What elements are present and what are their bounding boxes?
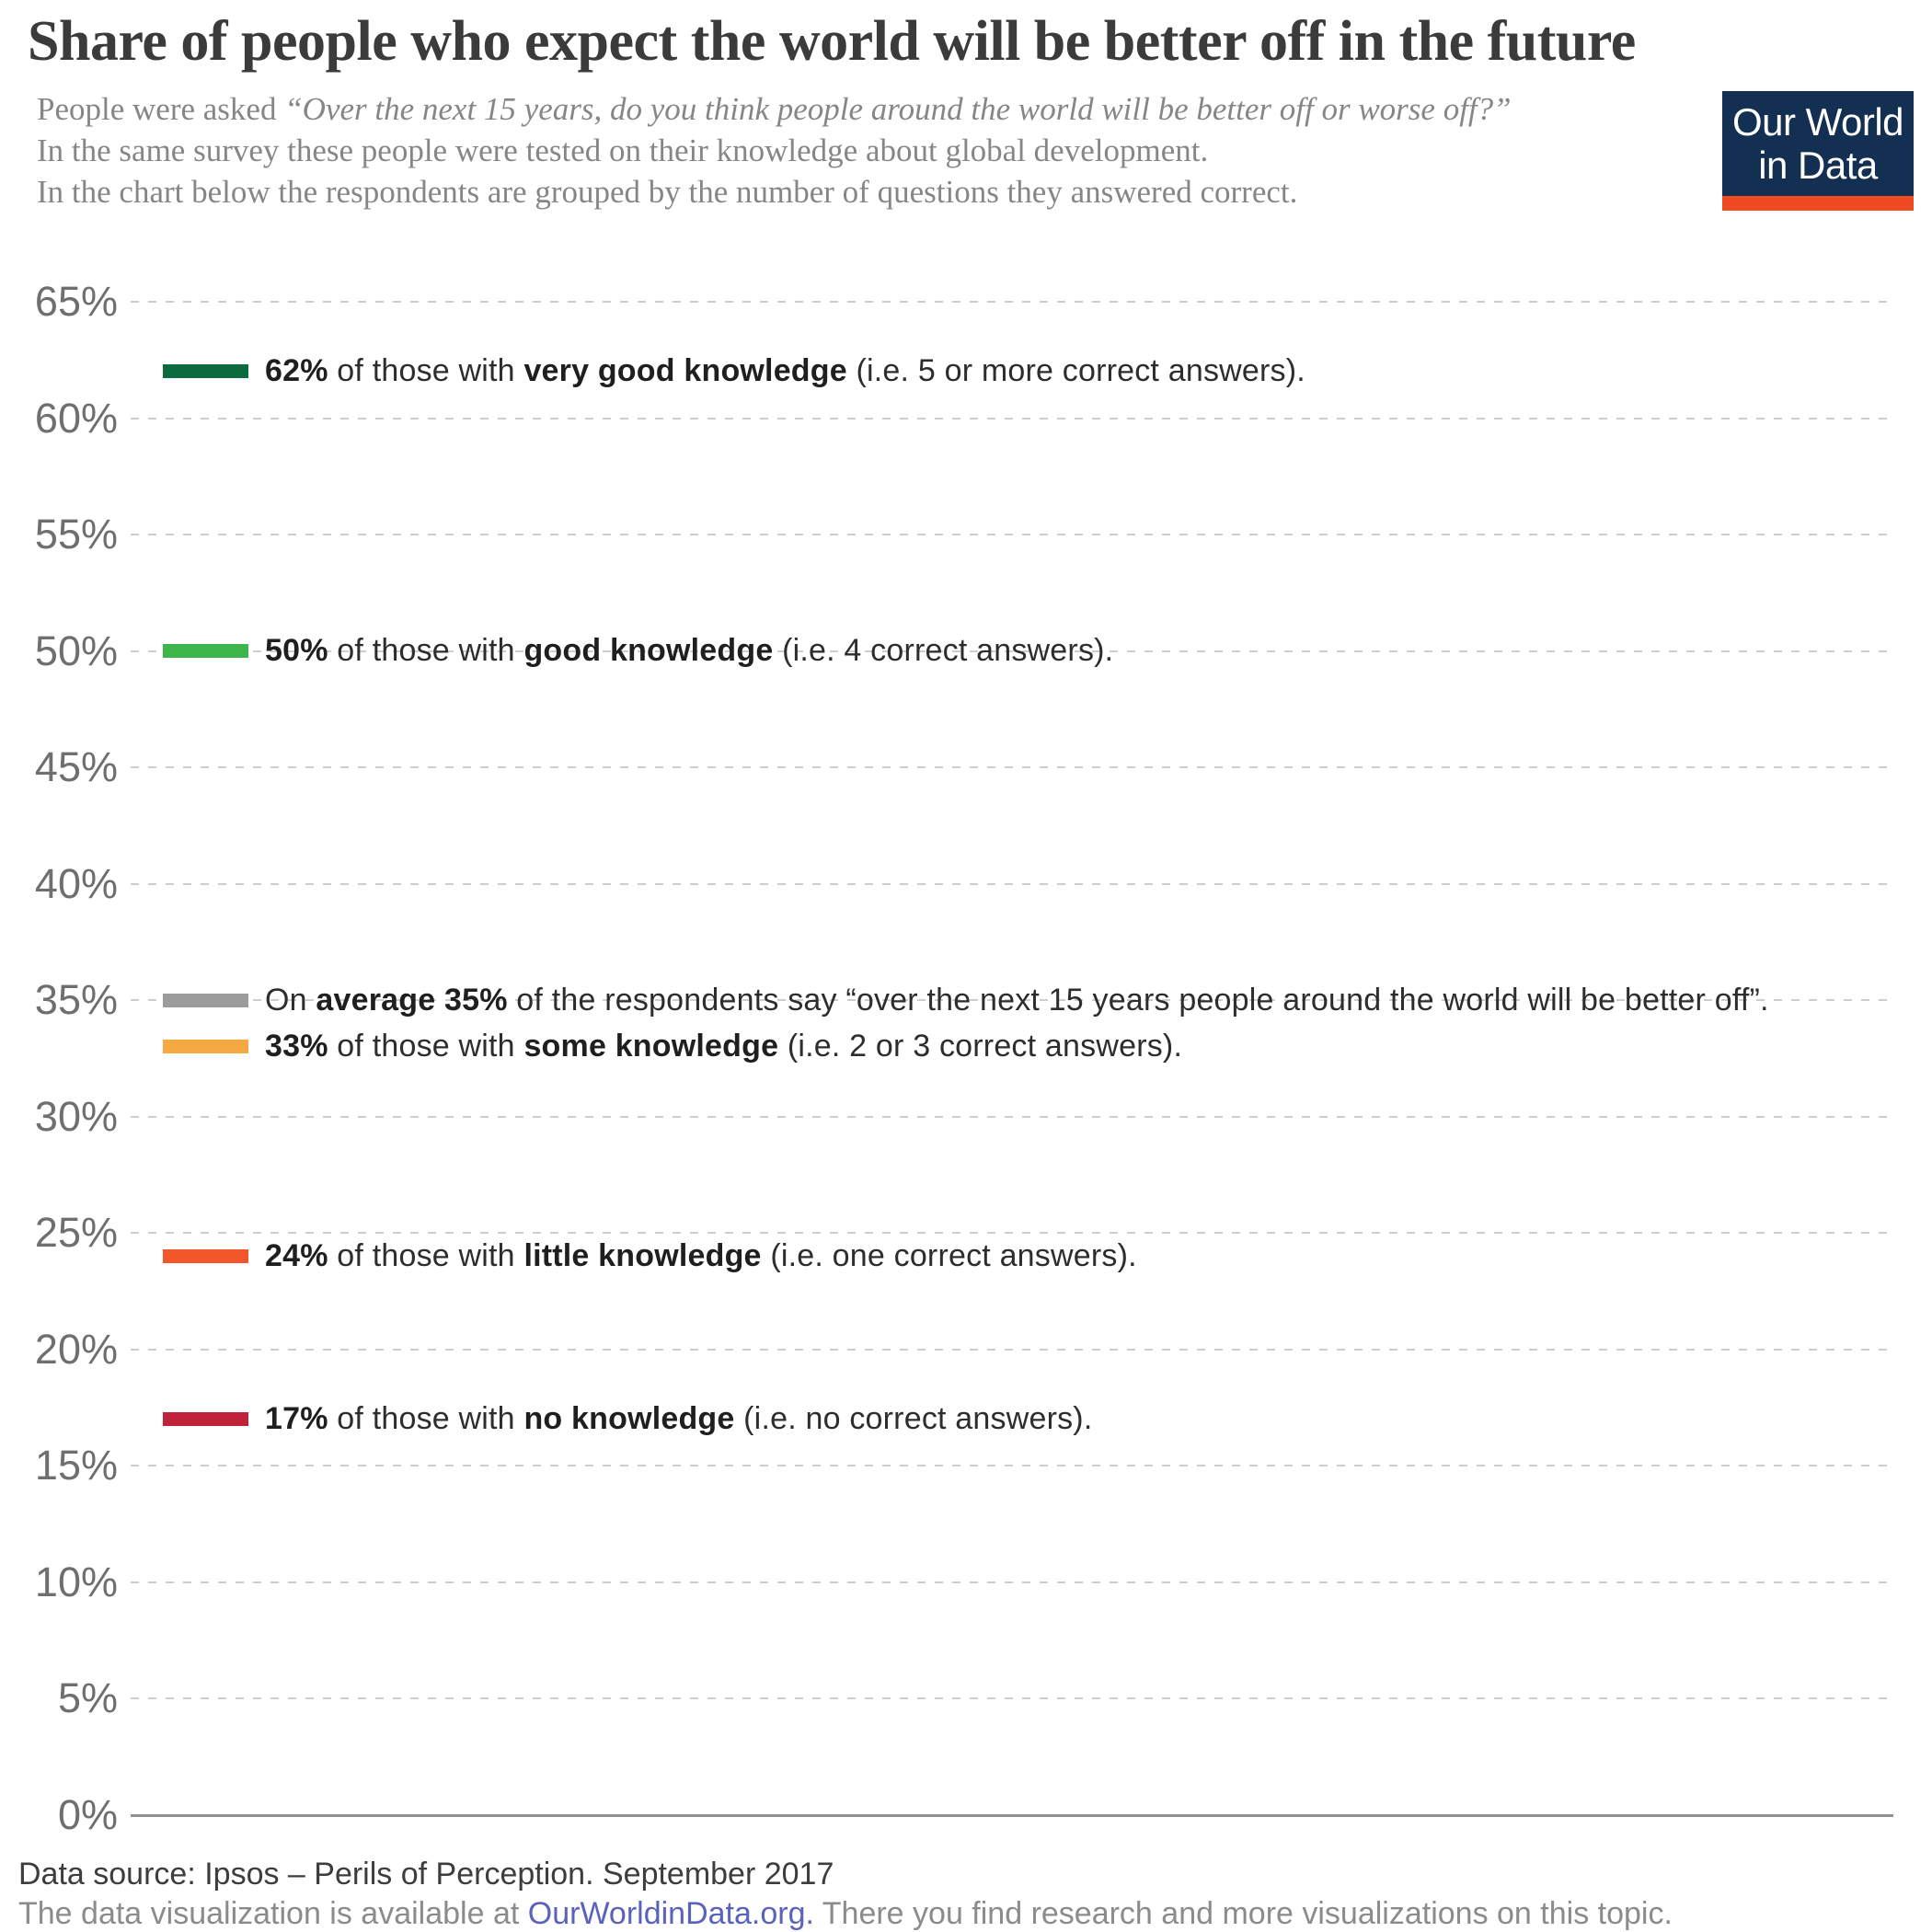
y-tick-label-65pct: 65%	[34, 278, 118, 325]
gridline-65pct	[131, 301, 1893, 303]
gridline-15pct	[131, 1465, 1893, 1467]
marker-bar-17pct	[163, 1412, 248, 1427]
y-tick-label-10pct: 10%	[34, 1558, 118, 1605]
marker-row-62pct: 62% of those with very good knowledge (i…	[0, 350, 1305, 394]
marker-row-33pct: 33% of those with some knowledge (i.e. 2…	[0, 1025, 1182, 1069]
gridline-50pct	[131, 650, 1893, 652]
gridline-5pct	[131, 1697, 1893, 1700]
subtitle-survey-question: “Over the next 15 years, do you think pe…	[284, 91, 1512, 127]
y-tick-label-0pct: 0%	[57, 1791, 118, 1838]
y-tick-label-60pct: 60%	[34, 394, 118, 442]
chart-footer: Data source: Ipsos – Perils of Perceptio…	[18, 1855, 1673, 1932]
page-title: Share of people who expect the world wil…	[28, 10, 1636, 73]
marker-row-24pct: 24% of those with little knowledge (i.e.…	[0, 1235, 1137, 1279]
footer-note: The data visualization is available at O…	[18, 1894, 1673, 1932]
chart-subtitle: People were asked “Over the next 15 year…	[37, 88, 1582, 213]
y-tick-label-15pct: 15%	[34, 1442, 118, 1489]
logo-line2: in Data	[1758, 144, 1878, 187]
y-tick-label-40pct: 40%	[34, 859, 118, 907]
marker-bar-35pct	[163, 993, 248, 1007]
data-source-line: Data source: Ipsos – Perils of Perceptio…	[18, 1857, 834, 1892]
footer-note-prefix: The data visualization is available at	[18, 1896, 528, 1931]
marker-label-35pct: On average 35% of the respondents say “o…	[265, 982, 1769, 1018]
logo-line1: Our World	[1731, 100, 1904, 144]
marker-bar-50pct	[163, 644, 248, 659]
y-tick-label-35pct: 35%	[34, 976, 118, 1024]
gridline-20pct	[131, 1348, 1893, 1351]
logo-text: Our World in Data	[1722, 91, 1914, 196]
marker-row-17pct: 17% of those with no knowledge (i.e. no …	[0, 1397, 1092, 1442]
gridline-35pct	[131, 999, 1893, 1002]
our-world-in-data-logo: Our World in Data	[1722, 91, 1914, 211]
y-tick-label-50pct: 50%	[34, 627, 118, 674]
marker-bar-33pct	[163, 1040, 248, 1054]
gridline-10pct	[131, 1581, 1893, 1583]
logo-accent-strip	[1722, 196, 1914, 211]
marker-label-24pct: 24% of those with little knowledge (i.e.…	[265, 1238, 1137, 1274]
ourworldindata-link[interactable]: OurWorldinData.org.	[527, 1896, 814, 1931]
y-tick-label-5pct: 5%	[57, 1674, 118, 1722]
marker-row-50pct: 50% of those with good knowledge (i.e. 4…	[0, 629, 1113, 673]
marker-label-17pct: 17% of those with no knowledge (i.e. no …	[265, 1401, 1093, 1437]
subtitle-line3: In the chart below the respondents are g…	[37, 174, 1298, 210]
footer-note-suffix: There you find research and more visuali…	[813, 1896, 1673, 1931]
y-tick-label-45pct: 45%	[34, 743, 118, 791]
marker-bar-62pct	[163, 364, 248, 379]
marker-label-33pct: 33% of those with some knowledge (i.e. 2…	[265, 1029, 1183, 1064]
y-tick-label-30pct: 30%	[34, 1092, 118, 1140]
gridline-60pct	[131, 417, 1893, 420]
gridline-55pct	[131, 534, 1893, 536]
marker-row-35pct: On average 35% of the respondents say “o…	[0, 978, 1769, 1022]
marker-label-62pct: 62% of those with very good knowledge (i…	[265, 353, 1305, 389]
gridline-30pct	[131, 1115, 1893, 1118]
y-tick-label-20pct: 20%	[34, 1325, 118, 1373]
marker-bar-24pct	[163, 1249, 248, 1264]
subtitle-prefix: People were asked	[37, 91, 285, 127]
x-axis-line	[131, 1814, 1893, 1817]
gridline-40pct	[131, 882, 1893, 885]
y-tick-label-55pct: 55%	[34, 511, 118, 558]
gridline-45pct	[131, 766, 1893, 769]
marker-label-50pct: 50% of those with good knowledge (i.e. 4…	[265, 633, 1114, 669]
gridline-25pct	[131, 1232, 1893, 1235]
y-tick-label-25pct: 25%	[34, 1209, 118, 1257]
subtitle-line2: In the same survey these people were tes…	[37, 132, 1209, 168]
